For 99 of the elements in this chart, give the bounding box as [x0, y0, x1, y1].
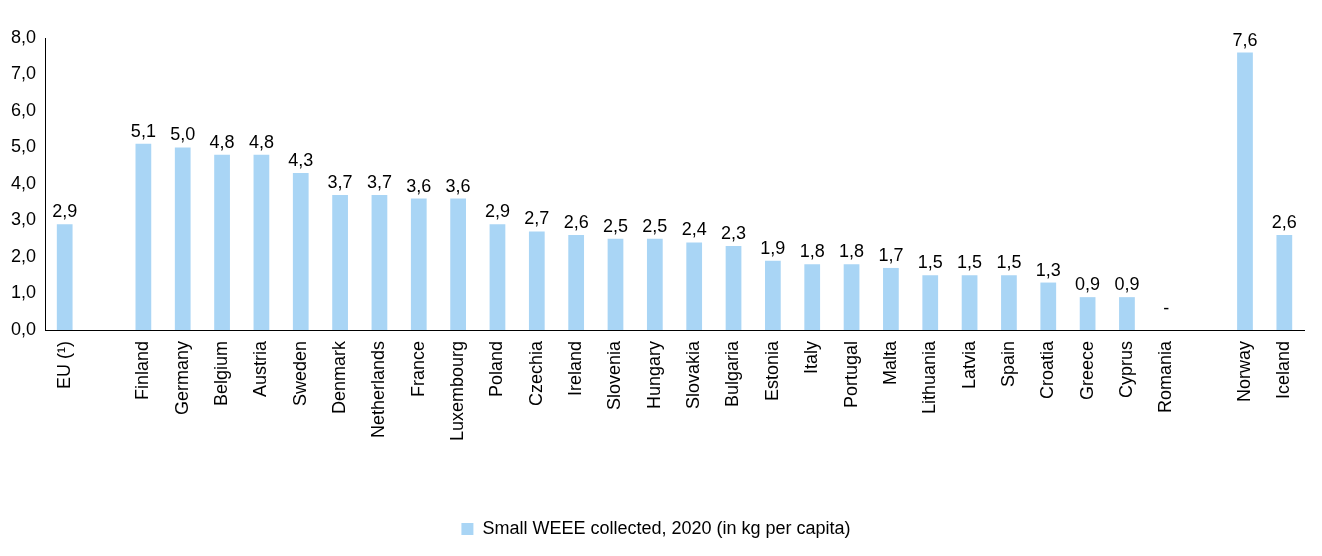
data-label: 3,7	[366, 171, 392, 192]
bar	[371, 194, 388, 330]
bar	[56, 224, 73, 330]
data-label: 3,6	[445, 175, 471, 196]
data-label: 1,9	[760, 237, 786, 258]
x-tick-label: Czechia	[525, 340, 546, 407]
data-label: 5,0	[170, 124, 196, 145]
data-label: 2,9	[52, 201, 78, 222]
data-label: 2,5	[602, 215, 629, 236]
x-tick-label: France	[407, 341, 428, 398]
data-label: 3,6	[406, 175, 432, 196]
bar	[725, 246, 742, 330]
bar	[528, 231, 545, 330]
bar	[332, 194, 348, 330]
x-tick-label: Croatia	[1037, 340, 1058, 400]
data-label: 2,7	[524, 208, 550, 229]
data-label: 2,6	[563, 212, 589, 233]
bar	[135, 143, 152, 330]
data-label: 1,5	[996, 252, 1022, 273]
bar	[1237, 52, 1253, 330]
bar	[1079, 297, 1096, 330]
x-tick-label: Sweden	[289, 341, 310, 407]
data-label: 1,8	[799, 241, 825, 262]
data-label: 3,7	[327, 171, 353, 192]
data-label: 2,9	[484, 201, 510, 222]
x-tick-label: Slovenia	[604, 340, 625, 411]
bar	[922, 275, 939, 330]
data-label: 0,9	[1114, 274, 1140, 295]
x-tick-label: Latvia	[958, 340, 979, 390]
data-label: 7,6	[1232, 29, 1258, 50]
y-tick-label: 3,0	[10, 209, 37, 230]
bar	[174, 147, 191, 330]
x-tick-label: Italy	[801, 341, 822, 375]
x-tick-label: Lithuania	[919, 340, 940, 415]
bar	[1119, 297, 1135, 330]
bar	[1276, 235, 1293, 330]
x-tick-label: Estonia	[761, 340, 782, 402]
data-label: 1,7	[878, 244, 904, 265]
bar	[410, 198, 427, 330]
x-tick-label: Finland	[132, 341, 153, 401]
x-tick-label: Hungary	[643, 341, 664, 410]
x-tick-label: Belgium	[211, 341, 232, 407]
bar	[843, 264, 860, 330]
bar	[214, 154, 230, 330]
bar	[765, 260, 781, 330]
x-tick-label: Denmark	[329, 340, 350, 415]
text: -	[1163, 297, 1170, 318]
data-label: 1,5	[917, 252, 943, 273]
data-label: 1,8	[839, 241, 865, 262]
data-label: 2,6	[1271, 212, 1297, 233]
x-tick-label: Romania	[1155, 340, 1176, 414]
data-label: 0,9	[1075, 274, 1101, 295]
x-tick-label: Portugal	[840, 341, 861, 409]
x-tick-label: Iceland	[1273, 341, 1294, 400]
y-tick-label: 2,0	[10, 245, 37, 266]
data-label: 4,8	[248, 131, 274, 152]
x-tick-label: Netherlands	[368, 341, 389, 439]
data-label: 2,4	[681, 219, 707, 240]
x-tick-label: Luxembourg	[447, 341, 468, 442]
x-tick-label: Germany	[171, 341, 192, 416]
x-tick-label: Slovakia	[683, 340, 704, 410]
data-label: 2,3	[721, 223, 747, 244]
y-tick-label: 7,0	[10, 63, 37, 84]
bar	[1001, 275, 1017, 330]
y-tick-label: 5,0	[10, 136, 37, 157]
bar	[804, 264, 821, 330]
x-tick-label: EU (¹)	[53, 341, 74, 389]
x-tick-label: Malta	[879, 340, 900, 386]
bar	[686, 242, 703, 330]
bar	[883, 267, 899, 330]
x-tick-label: Ireland	[565, 341, 586, 397]
bar	[961, 275, 978, 330]
x-tick-label: Spain	[997, 341, 1018, 388]
data-label: 4,8	[209, 131, 235, 152]
bar	[568, 235, 585, 330]
x-tick-label: Austria	[250, 340, 271, 398]
x-tick-label: Greece	[1076, 341, 1097, 401]
data-label: 1,5	[957, 252, 983, 273]
bar	[450, 198, 466, 330]
bar	[253, 154, 270, 330]
legend-label: Small WEEE collected, 2020 (in kg per capita)	[482, 517, 851, 538]
data-label: 2,5	[642, 215, 668, 236]
x-tick-label: Poland	[486, 341, 507, 398]
data-label: 4,3	[288, 150, 314, 171]
x-tick-label: Cyprus	[1115, 341, 1136, 399]
bar	[646, 238, 663, 330]
bar	[1040, 282, 1057, 330]
bar	[292, 173, 309, 330]
data-label: 1,3	[1035, 259, 1061, 280]
y-tick-label: 8,0	[10, 26, 37, 47]
data-label: 5,1	[130, 120, 156, 141]
y-tick-label: 0,0	[10, 318, 37, 339]
x-tick-label: Bulgaria	[722, 340, 743, 408]
bar	[489, 224, 506, 330]
y-tick-label: 1,0	[10, 282, 37, 303]
x-tick-label: Norway	[1233, 341, 1254, 403]
bar	[607, 238, 624, 330]
y-tick-label: 6,0	[10, 99, 37, 120]
y-tick-label: 4,0	[10, 172, 37, 193]
